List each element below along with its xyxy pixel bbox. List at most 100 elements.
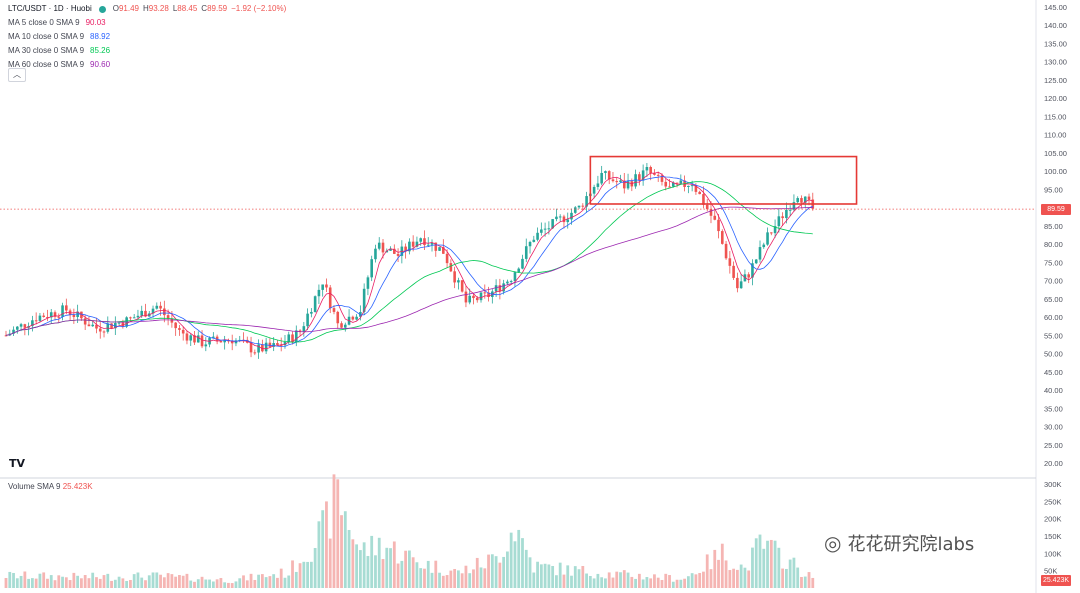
- candle-body: [140, 310, 144, 316]
- candle-body: [573, 207, 577, 213]
- candle-body: [72, 314, 76, 318]
- volume-bar: [800, 576, 803, 588]
- volume-bar: [581, 565, 585, 588]
- candle-body: [675, 182, 679, 184]
- volume-bar: [653, 574, 656, 588]
- volume-bar: [668, 575, 671, 588]
- volume-bar: [702, 571, 705, 588]
- volume-bar: [634, 578, 637, 588]
- volume-bar: [803, 576, 807, 588]
- candle-body: [604, 171, 607, 173]
- volume-bar: [110, 580, 113, 588]
- volume-bar: [276, 577, 279, 588]
- candle-body: [200, 335, 204, 347]
- volume-legend[interactable]: Volume SMA 9 25.423K: [8, 482, 93, 491]
- volume-bar: [441, 575, 445, 588]
- volume-bar: [438, 572, 441, 588]
- volume-bar: [494, 556, 498, 588]
- candle-body: [377, 242, 381, 249]
- symbol-title[interactable]: LTC/USDT · 1D · Huobi: [8, 4, 92, 13]
- candle-body: [212, 336, 215, 338]
- volume-bar: [4, 578, 8, 588]
- volume-bar: [453, 568, 457, 588]
- volume-bar: [404, 550, 408, 588]
- indicator-ma5[interactable]: MA 5 close 0 SMA 9 90.03: [8, 16, 286, 30]
- volume-bar: [758, 534, 762, 588]
- candle-body: [460, 280, 464, 292]
- volume-bar: [566, 565, 570, 588]
- candle-body: [803, 196, 807, 203]
- candle-body: [132, 317, 136, 319]
- volume-bar: [136, 572, 140, 588]
- volume-bar: [91, 572, 95, 588]
- volume-bar: [649, 578, 653, 588]
- volume-bar: [189, 580, 193, 588]
- candle-body: [690, 185, 694, 187]
- candle-body: [234, 340, 238, 344]
- price-tick-label: 70.00: [1044, 277, 1063, 286]
- candle-body: [509, 281, 513, 283]
- ohlc-low: L88.45: [172, 4, 198, 13]
- candle-body: [528, 241, 532, 247]
- candle-body: [551, 219, 554, 229]
- volume-bar: [374, 555, 377, 588]
- volume-bar: [147, 575, 151, 588]
- chevron-up-icon[interactable]: ︿: [8, 68, 26, 82]
- candle-body: [321, 284, 324, 290]
- volume-tag: 25.423K: [1041, 575, 1071, 586]
- volume-bar: [72, 572, 76, 588]
- candle-body: [785, 209, 788, 219]
- volume-bar: [328, 538, 332, 588]
- candle-body: [404, 246, 407, 252]
- candle-body: [389, 248, 392, 251]
- candle-body: [264, 342, 268, 352]
- price-tick-label: 55.00: [1044, 331, 1063, 340]
- price-tick-label: 145.00: [1044, 3, 1067, 12]
- price-tick-label: 110.00: [1044, 131, 1066, 140]
- candle-body: [98, 328, 102, 332]
- volume-bar: [95, 577, 98, 588]
- indicator-ma30[interactable]: MA 30 close 0 SMA 9 85.26: [8, 44, 286, 58]
- volume-bar: [80, 578, 83, 588]
- indicator-ma60[interactable]: MA 60 close 0 SMA 9 90.60: [8, 58, 286, 72]
- volume-bar: [509, 532, 513, 588]
- volume-bar: [162, 577, 166, 588]
- candle-body: [83, 318, 87, 325]
- volume-bar: [592, 578, 596, 588]
- volume-bar: [423, 568, 426, 588]
- volume-bar: [577, 569, 581, 588]
- volume-bar: [419, 568, 423, 588]
- candle-body: [287, 334, 291, 342]
- candle-body: [340, 323, 343, 328]
- volume-bar: [68, 580, 72, 588]
- candle-body: [600, 172, 603, 184]
- volume-bar: [709, 569, 713, 588]
- indicator-ma10[interactable]: MA 10 close 0 SMA 9 88.92: [8, 30, 286, 44]
- volume-bar: [208, 579, 211, 588]
- candle-body: [687, 185, 690, 187]
- candle-body: [705, 204, 709, 210]
- volume-bar: [460, 573, 464, 588]
- candle-body: [276, 343, 279, 345]
- volume-bar: [291, 560, 294, 588]
- indicator-value: 90.03: [85, 18, 106, 27]
- volume-bar: [524, 549, 528, 588]
- volume-bar: [728, 570, 732, 588]
- volume-bar: [475, 557, 479, 588]
- price-tick-label: 95.00: [1044, 185, 1063, 194]
- candle-body: [770, 232, 773, 234]
- volume-bar: [449, 570, 453, 588]
- candle-body: [4, 335, 8, 337]
- candle-body: [381, 242, 385, 253]
- volume-bar: [720, 543, 724, 588]
- candle-body: [781, 216, 784, 219]
- volume-bar: [671, 581, 675, 588]
- volume-bar: [234, 581, 238, 588]
- tradingview-logo-icon[interactable]: TV: [9, 457, 26, 470]
- volume-bar: [83, 575, 87, 588]
- volume-bar: [46, 578, 49, 588]
- volume-bar: [19, 575, 23, 588]
- volume-bar: [781, 568, 785, 588]
- candle-body: [80, 311, 83, 319]
